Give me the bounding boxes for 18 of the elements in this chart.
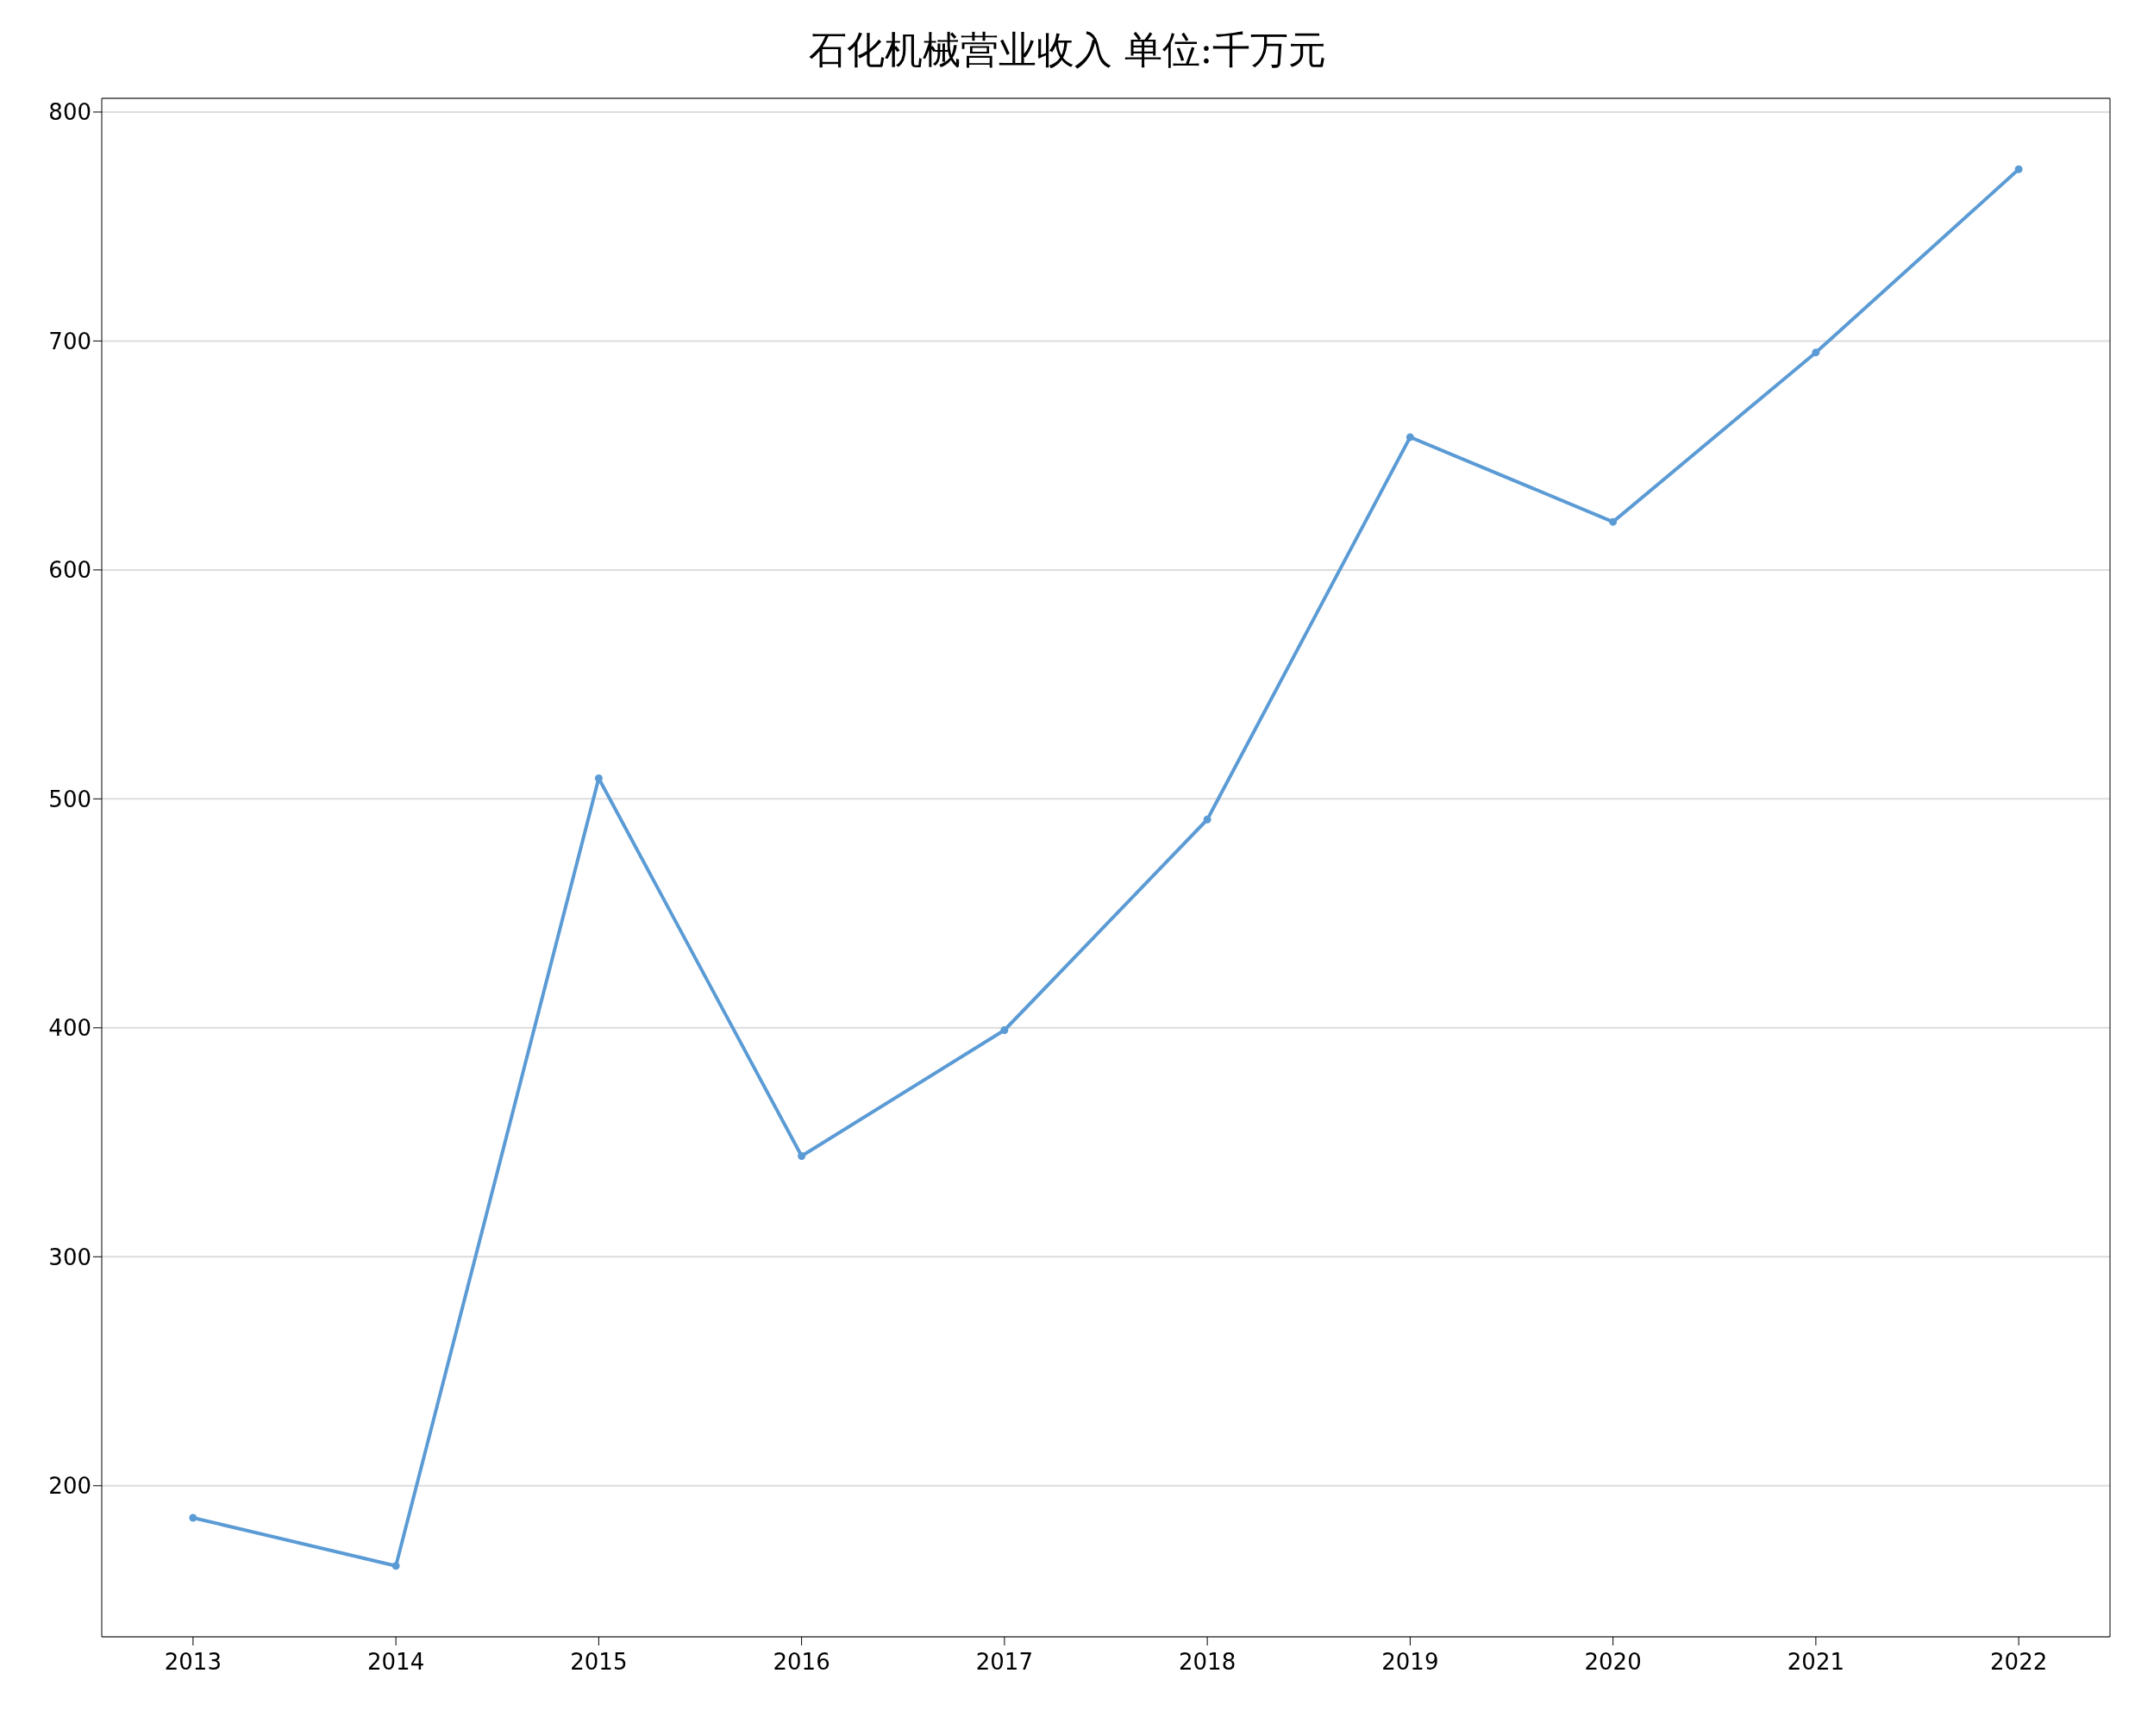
x-tick-label: 2019	[1381, 1649, 1439, 1676]
x-tick-label: 2021	[1787, 1649, 1844, 1676]
x-tick-label: 2014	[367, 1649, 425, 1676]
x-tick-label: 2013	[164, 1649, 222, 1676]
x-tick-label: 2015	[570, 1649, 628, 1676]
y-tick-label: 400	[48, 1015, 91, 1042]
x-tick-label: 2016	[773, 1649, 830, 1676]
x-tick-label: 2018	[1179, 1649, 1237, 1676]
x-tick-label: 2017	[975, 1649, 1033, 1676]
y-tick-label: 300	[48, 1244, 91, 1270]
x-tick-label: 2022	[1990, 1649, 2048, 1676]
y-tick-label: 800	[48, 99, 91, 126]
y-tick-label: 200	[48, 1473, 91, 1500]
chart-title: 石化机械营业收入 单位:千万元	[807, 27, 1328, 73]
x-tick-label: 2020	[1584, 1649, 1642, 1676]
y-tick-label: 600	[48, 557, 91, 584]
y-tick-label: 700	[48, 328, 91, 354]
y-tick-label: 500	[48, 786, 91, 812]
